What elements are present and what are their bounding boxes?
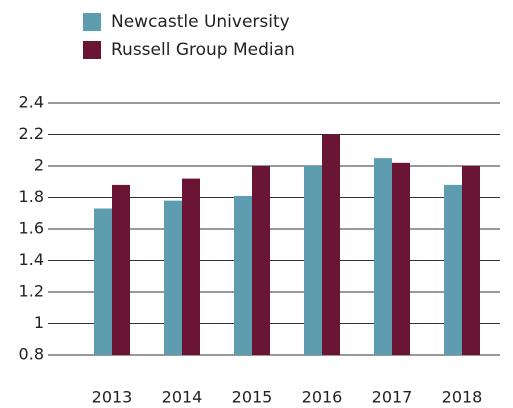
legend-swatch	[83, 13, 101, 31]
y-tick-label: 0.8	[19, 345, 44, 364]
y-tick-label: 2.4	[19, 93, 44, 112]
y-tick-label: 1.8	[19, 187, 44, 206]
bar	[182, 178, 200, 355]
y-tick-label: 1.6	[19, 219, 44, 238]
x-tick-label: 2013	[92, 388, 133, 407]
legend-label: Russell Group Median	[111, 40, 295, 60]
legend-label: Newcastle University	[111, 12, 290, 32]
x-tick-label: 2016	[302, 388, 343, 407]
y-tick-label: 2	[34, 156, 44, 175]
x-tick-label: 2017	[372, 388, 413, 407]
bar	[444, 184, 462, 355]
bar	[322, 134, 340, 355]
x-tick-label: 2015	[232, 388, 273, 407]
bar	[392, 162, 410, 355]
bar	[94, 208, 112, 355]
bar	[374, 158, 392, 355]
x-tick-label: 2018	[442, 388, 483, 407]
legend-swatch	[83, 41, 101, 59]
bar	[164, 200, 182, 355]
bar	[304, 166, 322, 355]
y-tick-label: 2.2	[19, 124, 44, 143]
y-tick-label: 1.2	[19, 282, 44, 301]
bar	[462, 166, 480, 355]
y-tick-label: 1.4	[19, 250, 44, 269]
y-tick-label: 1	[34, 313, 44, 332]
bar	[112, 184, 130, 355]
bar	[234, 195, 252, 355]
x-tick-label: 2014	[162, 388, 203, 407]
bar	[252, 166, 270, 355]
